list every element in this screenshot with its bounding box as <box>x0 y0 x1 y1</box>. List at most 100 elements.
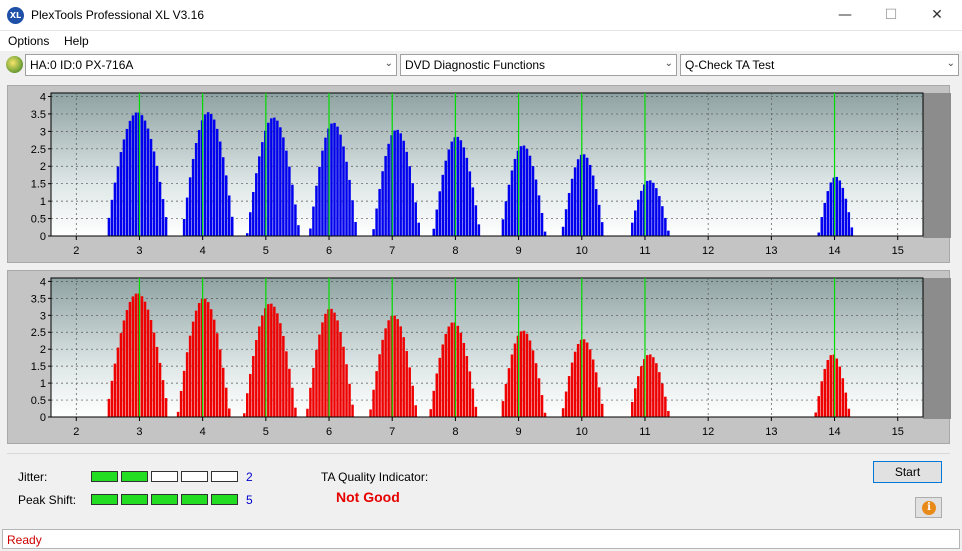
data-bar <box>664 396 667 417</box>
data-bar <box>185 352 189 417</box>
data-bar <box>203 114 207 236</box>
data-bar <box>345 364 348 417</box>
y-tick-label: 3.5 <box>31 109 46 121</box>
y-tick-label: 1.5 <box>31 361 46 373</box>
jitter-meter <box>91 471 238 482</box>
data-bar <box>411 385 414 417</box>
x-tick-label: 13 <box>765 245 777 257</box>
data-bar <box>405 351 408 417</box>
data-bar <box>182 370 186 417</box>
data-bar <box>315 349 318 417</box>
meter-segment <box>121 471 148 482</box>
data-bar <box>131 296 135 417</box>
data-bar <box>134 112 138 236</box>
data-bar <box>414 202 417 236</box>
data-bar <box>209 309 213 417</box>
data-bar <box>600 222 604 236</box>
data-bar <box>468 371 472 417</box>
y-tick-label: 0.5 <box>31 395 46 407</box>
menu-help[interactable]: Help <box>64 34 89 48</box>
data-bar <box>576 159 580 236</box>
y-tick-label: 2 <box>40 344 46 356</box>
maximize-button[interactable]: ☐ <box>884 7 898 23</box>
data-bar <box>399 133 402 236</box>
data-bar <box>125 310 129 417</box>
data-bar <box>820 217 824 236</box>
data-bar <box>276 120 279 236</box>
data-bar <box>459 332 463 417</box>
chart-side-strip <box>923 93 951 238</box>
data-bar <box>155 346 159 417</box>
data-bar <box>844 392 848 417</box>
data-bar <box>318 334 321 417</box>
data-bar <box>330 308 333 417</box>
data-bar <box>258 156 261 236</box>
data-bar <box>246 233 249 236</box>
test-select[interactable]: Q-Check TA Test ⌄ <box>680 54 959 76</box>
data-bar <box>540 395 544 417</box>
data-bar <box>543 412 547 417</box>
data-bar <box>835 358 839 417</box>
data-bar <box>408 166 411 236</box>
data-bar <box>164 398 168 417</box>
data-bar <box>661 383 664 417</box>
data-bar <box>579 339 583 417</box>
status-text: Ready <box>7 533 42 547</box>
data-bar <box>522 330 526 417</box>
data-bar <box>339 134 342 236</box>
data-bar <box>110 199 114 236</box>
start-button[interactable]: Start <box>873 461 942 483</box>
peak-shift-label: Peak Shift: <box>18 493 77 507</box>
data-bar <box>294 407 297 417</box>
data-bar <box>522 145 526 236</box>
data-bar <box>597 387 601 417</box>
meter-segment <box>211 494 238 505</box>
function-select[interactable]: DVD Diagnostic Functions ⌄ <box>400 54 677 76</box>
info-button[interactable]: i <box>915 497 942 518</box>
data-bar <box>432 390 436 417</box>
drive-select[interactable]: HA:0 ID:0 PX-716A ⌄ <box>25 54 397 76</box>
data-bar <box>255 340 258 417</box>
data-bar <box>655 363 658 417</box>
chevron-down-icon: ⌄ <box>946 58 955 69</box>
x-tick-label: 7 <box>389 245 395 257</box>
data-bar <box>243 413 246 417</box>
data-bar <box>438 191 442 236</box>
data-bar <box>465 356 469 417</box>
data-bar <box>643 359 646 417</box>
data-bar <box>375 371 378 417</box>
data-bar <box>230 216 234 236</box>
data-bar <box>649 354 652 417</box>
y-tick-label: 0 <box>40 231 46 243</box>
meter-segment <box>181 471 208 482</box>
data-bar <box>847 212 851 236</box>
data-bar <box>194 143 198 236</box>
data-bar <box>321 322 324 417</box>
data-bar <box>267 122 270 236</box>
data-bar <box>462 147 466 236</box>
meter-segment <box>181 494 208 505</box>
data-bar <box>646 355 649 417</box>
data-bar <box>261 142 264 236</box>
data-bar <box>249 373 252 417</box>
data-bar <box>516 150 520 236</box>
data-bar <box>832 354 836 417</box>
upper-jitter-chart: 0 0.5 1 1.5 2 2.5 3 3.5 4 2 3 4 5 6 7 8 9 10 11 12 13 14 15 <box>7 85 951 263</box>
data-bar <box>850 227 854 236</box>
data-bar <box>501 219 505 236</box>
data-bar <box>348 383 351 417</box>
data-bar <box>594 189 598 236</box>
data-bar <box>318 166 321 236</box>
data-bar <box>333 122 336 236</box>
data-bar <box>161 199 165 236</box>
data-bar <box>408 367 411 417</box>
minimize-button[interactable]: — <box>838 7 852 23</box>
data-bar <box>252 192 255 236</box>
x-tick-label: 10 <box>576 426 588 438</box>
data-bar <box>273 306 276 417</box>
menu-options[interactable]: Options <box>8 34 50 48</box>
data-bar <box>417 222 420 236</box>
data-bar <box>402 337 405 417</box>
y-tick-label: 3 <box>40 310 46 322</box>
close-button[interactable]: ✕ <box>931 7 943 23</box>
